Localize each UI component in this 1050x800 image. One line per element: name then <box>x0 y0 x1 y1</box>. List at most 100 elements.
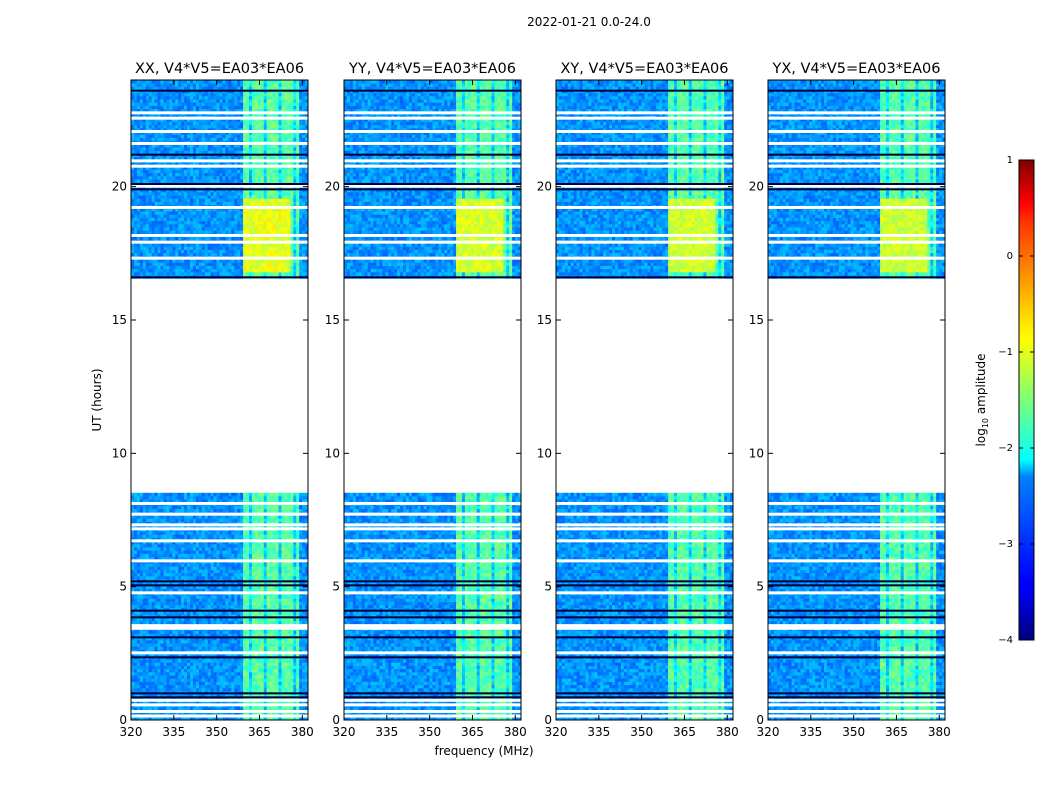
heatmap-cell <box>193 678 196 682</box>
heatmap-cell <box>246 666 249 670</box>
heatmap-cell <box>276 688 279 692</box>
heatmap-cell <box>261 666 264 670</box>
heatmap-cell <box>178 662 181 666</box>
heatmap-cell <box>134 678 137 682</box>
heatmap-cell <box>287 669 290 673</box>
heatmap-cell <box>155 682 158 686</box>
heatmap-cell <box>178 675 181 679</box>
heatmap-cell <box>237 672 240 676</box>
heatmap-cell <box>264 669 267 673</box>
heatmap-cell <box>181 666 184 670</box>
heatmap-cell <box>249 669 252 673</box>
heatmap-cell <box>134 659 137 663</box>
heatmap-cell <box>149 659 152 663</box>
heatmap-cell <box>237 669 240 673</box>
heatmap-cell <box>134 672 137 676</box>
heatmap-cell <box>169 659 172 663</box>
heatmap-cell <box>187 646 190 650</box>
heatmap-cell <box>137 666 140 670</box>
heatmap-cell <box>222 672 225 676</box>
heatmap-cell <box>190 682 193 686</box>
heatmap-cell <box>240 678 243 682</box>
heatmap-cell <box>178 646 181 650</box>
heatmap-cell <box>252 666 255 670</box>
heatmap-cell <box>279 685 282 689</box>
heatmap-cell <box>255 682 258 686</box>
heatmap-cell <box>158 685 161 689</box>
heatmap-cell <box>146 675 149 679</box>
heatmap-cell <box>217 672 220 676</box>
heatmap-cell <box>293 678 296 682</box>
heatmap-cell <box>261 682 264 686</box>
heatmap-cell <box>302 666 305 670</box>
heatmap-cell <box>134 669 137 673</box>
heatmap-cell <box>252 669 255 673</box>
heatmap-cell <box>208 685 211 689</box>
panel-title: XX, V4*V5=EA03*EA06 <box>135 61 304 77</box>
heatmap-cell <box>137 682 140 686</box>
heatmap-cell <box>208 675 211 679</box>
heatmap-cell <box>169 669 172 673</box>
heatmap-cell <box>231 666 234 670</box>
heatmap-cell <box>281 688 284 692</box>
heatmap-cell <box>140 646 143 650</box>
heatmap-cell <box>158 669 161 673</box>
heatmap-cell <box>143 678 146 682</box>
heatmap-cell <box>252 659 255 663</box>
heatmap-cell <box>293 675 296 679</box>
heatmap-cell <box>222 662 225 666</box>
heatmap-cell <box>273 675 276 679</box>
heatmap-cell <box>290 659 293 663</box>
heatmap-cell <box>202 688 205 692</box>
heatmap-cell <box>202 666 205 670</box>
heatmap-cell <box>273 672 276 676</box>
heatmap-cell <box>166 646 169 650</box>
heatmap-cell <box>193 682 196 686</box>
heatmap-cell <box>175 646 178 650</box>
heatmap-cell <box>205 662 208 666</box>
heatmap-cell <box>249 662 252 666</box>
heatmap-cell <box>252 688 255 692</box>
heatmap-cell <box>281 678 284 682</box>
heatmap-cell <box>169 646 172 650</box>
heatmap-cell <box>184 662 187 666</box>
heatmap-cell <box>240 672 243 676</box>
heatmap-cell <box>163 659 166 663</box>
heatmap-cell <box>193 666 196 670</box>
heatmap-cell <box>252 672 255 676</box>
heatmap-cell <box>181 688 184 692</box>
heatmap-cell <box>222 659 225 663</box>
heatmap-cell <box>214 675 217 679</box>
heatmap-cell <box>240 666 243 670</box>
heatmap-cell <box>270 659 273 663</box>
heatmap-cell <box>205 675 208 679</box>
heatmap-cell <box>178 669 181 673</box>
heatmap-cell <box>181 682 184 686</box>
heatmap-cell <box>193 662 196 666</box>
heatmap-cell <box>240 685 243 689</box>
heatmap-cell <box>284 685 287 689</box>
heatmap-cell <box>249 659 252 663</box>
heatmap-cell <box>155 662 158 666</box>
heatmap-cell <box>211 666 214 670</box>
heatmap-cell <box>137 685 140 689</box>
heatmap-cell <box>264 659 267 663</box>
heatmap-cell <box>258 672 261 676</box>
heatmap-cell <box>202 675 205 679</box>
heatmap-cell <box>199 688 202 692</box>
heatmap-cell <box>214 685 217 689</box>
heatmap-cell <box>184 669 187 673</box>
heatmap-cell <box>205 678 208 682</box>
heatmap-cell <box>228 669 231 673</box>
heatmap-cell <box>258 669 261 673</box>
heatmap-cell <box>279 659 282 663</box>
heatmap-cell <box>284 672 287 676</box>
heatmap-cell <box>155 678 158 682</box>
heatmap-cell <box>161 666 164 670</box>
heatmap-cell <box>246 672 249 676</box>
heatmap-cell <box>276 659 279 663</box>
heatmap-cell <box>184 682 187 686</box>
heatmap-cell <box>158 675 161 679</box>
heatmap-cell <box>234 678 237 682</box>
heatmap-cell <box>184 685 187 689</box>
